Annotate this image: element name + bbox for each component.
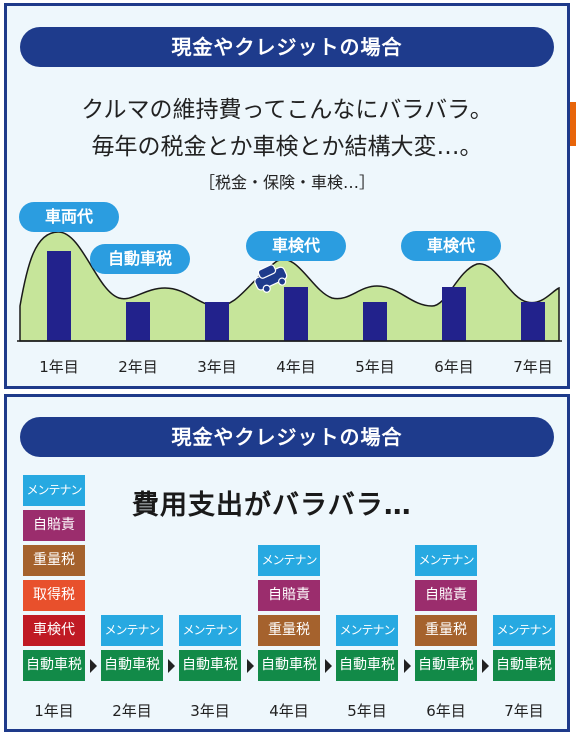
headline-line1: クルマの維持費ってこんなにバラバラ。 bbox=[81, 97, 493, 123]
year-label: 4年目 bbox=[269, 702, 309, 720]
year-label: 3年目 bbox=[197, 358, 237, 376]
panel-header: 現金やクレジットの場合 bbox=[20, 27, 554, 67]
panel-header: 現金やクレジットの場合 bbox=[20, 417, 554, 457]
maintenance-box: メンテナンス bbox=[258, 545, 320, 598]
bubble-inspection-2: 車検代 bbox=[401, 231, 501, 261]
year-label: 4年目 bbox=[276, 358, 316, 376]
weight-tax-box: 重量税 bbox=[23, 545, 85, 576]
bubble-car-tax: 自動車税 bbox=[90, 244, 190, 274]
arrow-right-icon bbox=[90, 659, 97, 673]
car-tax-box: 自動車税 bbox=[23, 650, 85, 681]
weight-tax-box: 重量税 bbox=[258, 615, 320, 646]
arrow-right-icon bbox=[168, 659, 175, 673]
bar-year-5 bbox=[363, 302, 387, 341]
bubble-inspection-1: 車検代 bbox=[246, 231, 346, 261]
car-tax-box: 自動車税 bbox=[179, 650, 241, 681]
year-label: 6年目 bbox=[426, 702, 466, 720]
maintenance-box: メンテナンス bbox=[415, 545, 477, 598]
insurance-box: 自賠責 bbox=[415, 580, 477, 611]
arrow-right-icon bbox=[482, 659, 489, 673]
year-label: 6年目 bbox=[434, 358, 474, 376]
maintenance-box: メンテナンス bbox=[101, 615, 163, 668]
bar-year-3 bbox=[205, 302, 229, 341]
year-label: 5年目 bbox=[347, 702, 387, 720]
maintenance-box: メンテナンス bbox=[179, 615, 241, 668]
car-icon bbox=[254, 264, 288, 293]
car-tax-box: 自動車税 bbox=[336, 650, 398, 681]
year-label: 3年目 bbox=[190, 702, 230, 720]
year-label: 1年目 bbox=[34, 702, 74, 720]
arrow-right-icon bbox=[247, 659, 254, 673]
acquisition-tax-box: 取得税 bbox=[23, 580, 85, 611]
cost-wave-graphic bbox=[17, 231, 562, 342]
bar-year-7 bbox=[521, 302, 545, 341]
maintenance-box: メンテナンス bbox=[23, 475, 85, 528]
weight-tax-box: 重量税 bbox=[415, 615, 477, 646]
expense-stack-panel: 現金やクレジットの場合 費用支出がバラバラ… メンテナンス 自賠責 重量税 取得… bbox=[4, 394, 570, 732]
insurance-box: 自賠責 bbox=[258, 580, 320, 611]
year-label: 2年目 bbox=[112, 702, 152, 720]
year-label: 2年目 bbox=[118, 358, 158, 376]
arrow-right-icon bbox=[325, 659, 332, 673]
bubble-vehicle-cost: 車両代 bbox=[19, 202, 119, 232]
insurance-box: 自賠責 bbox=[23, 510, 85, 541]
year-label: 7年目 bbox=[513, 358, 553, 376]
arrow-right-icon bbox=[404, 659, 411, 673]
year-label: 1年目 bbox=[39, 358, 79, 376]
maintenance-box: メンテナンス bbox=[336, 615, 398, 668]
year-label: 5年目 bbox=[355, 358, 395, 376]
bar-year-1 bbox=[47, 251, 71, 341]
bar-year-4 bbox=[284, 287, 308, 341]
cost-chart-panel: 現金やクレジットの場合 クルマの維持費ってこんなにバラバラ。 毎年の税金とか車検… bbox=[4, 3, 570, 389]
headline-line2: 毎年の税金とか車検とか結構大変…。 bbox=[91, 134, 483, 160]
bar-year-2 bbox=[126, 302, 150, 341]
inspection-fee-box: 車検代 bbox=[23, 615, 85, 646]
bar-year-6 bbox=[442, 287, 466, 341]
car-tax-box: 自動車税 bbox=[258, 650, 320, 681]
car-tax-box: 自動車税 bbox=[493, 650, 555, 681]
expense-title: 費用支出がバラバラ… bbox=[132, 490, 412, 521]
maintenance-box: メンテナンス bbox=[493, 615, 555, 668]
year-label: 7年目 bbox=[504, 702, 544, 720]
car-tax-box: 自動車税 bbox=[415, 650, 477, 681]
car-tax-box: 自動車税 bbox=[101, 650, 163, 681]
subheadline: ［税金・保険・車検…］ bbox=[198, 173, 375, 192]
